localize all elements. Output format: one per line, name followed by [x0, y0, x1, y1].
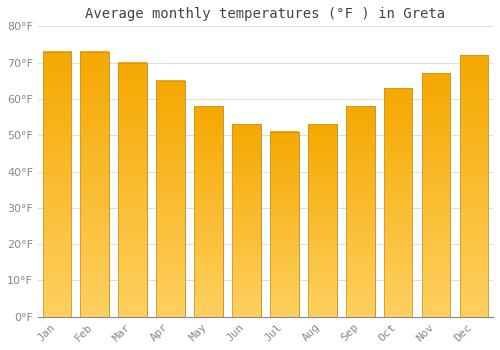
Bar	[346, 106, 374, 317]
Bar	[308, 124, 336, 317]
Bar	[194, 106, 223, 317]
Bar	[460, 55, 488, 317]
Bar	[118, 63, 147, 317]
Bar	[156, 81, 185, 317]
Bar	[384, 88, 412, 317]
Bar	[232, 124, 260, 317]
Bar	[384, 88, 412, 317]
Bar	[270, 132, 298, 317]
Bar	[156, 81, 185, 317]
Bar	[270, 132, 298, 317]
Bar	[42, 52, 71, 317]
Bar	[194, 106, 223, 317]
Bar	[80, 52, 109, 317]
Bar	[232, 124, 260, 317]
Bar	[346, 106, 374, 317]
Bar	[42, 52, 71, 317]
Bar	[460, 55, 488, 317]
Bar	[422, 74, 450, 317]
Bar	[80, 52, 109, 317]
Bar	[422, 74, 450, 317]
Bar	[308, 124, 336, 317]
Bar	[118, 63, 147, 317]
Title: Average monthly temperatures (°F ) in Greta: Average monthly temperatures (°F ) in Gr…	[86, 7, 446, 21]
